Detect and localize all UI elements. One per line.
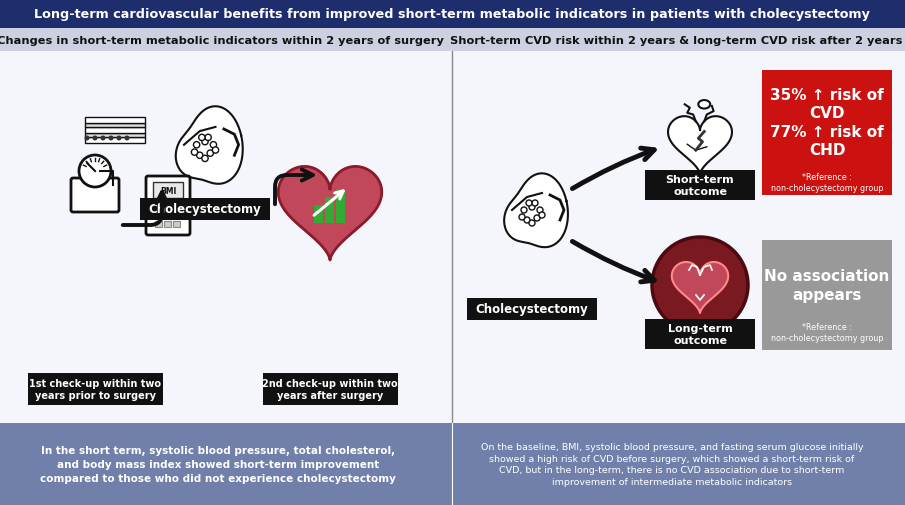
Circle shape (205, 135, 211, 141)
FancyBboxPatch shape (314, 206, 323, 224)
Circle shape (526, 200, 532, 207)
Text: No association
appears: No association appears (765, 269, 890, 302)
Circle shape (521, 208, 527, 214)
Circle shape (117, 136, 121, 141)
FancyBboxPatch shape (28, 373, 163, 405)
FancyBboxPatch shape (85, 124, 145, 128)
Circle shape (207, 150, 214, 157)
FancyBboxPatch shape (140, 198, 270, 221)
FancyBboxPatch shape (173, 214, 180, 220)
Text: *Reference :
non-cholecystectomy group: *Reference : non-cholecystectomy group (771, 323, 883, 342)
Circle shape (79, 156, 111, 188)
FancyBboxPatch shape (173, 206, 180, 212)
Circle shape (84, 136, 90, 141)
FancyBboxPatch shape (263, 373, 398, 405)
Ellipse shape (699, 101, 710, 110)
FancyBboxPatch shape (155, 222, 162, 228)
Circle shape (539, 213, 545, 219)
Circle shape (524, 218, 530, 224)
FancyBboxPatch shape (155, 206, 162, 212)
Polygon shape (504, 174, 568, 248)
FancyBboxPatch shape (85, 118, 145, 124)
FancyBboxPatch shape (0, 30, 452, 423)
Circle shape (92, 136, 98, 141)
Text: Short-term
outcome: Short-term outcome (666, 175, 734, 196)
Circle shape (537, 208, 543, 214)
Circle shape (202, 156, 208, 162)
Polygon shape (278, 167, 382, 261)
Circle shape (519, 215, 525, 221)
FancyBboxPatch shape (85, 128, 145, 134)
Circle shape (194, 142, 200, 148)
FancyBboxPatch shape (645, 319, 755, 349)
Text: BMI: BMI (160, 186, 176, 195)
Polygon shape (668, 117, 732, 175)
Circle shape (529, 221, 535, 227)
FancyBboxPatch shape (762, 240, 892, 350)
FancyBboxPatch shape (71, 179, 119, 213)
Circle shape (213, 147, 219, 154)
Text: Long-term cardiovascular benefits from improved short-term metabolic indicators : Long-term cardiovascular benefits from i… (34, 8, 870, 21)
FancyBboxPatch shape (85, 138, 145, 144)
Text: On the baseline, BMI, systolic blood pressure, and fasting serum glucose initial: On the baseline, BMI, systolic blood pre… (481, 442, 863, 486)
Text: 2nd check-up within two
years after surgery: 2nd check-up within two years after surg… (262, 378, 398, 400)
FancyBboxPatch shape (146, 177, 190, 235)
FancyBboxPatch shape (762, 71, 892, 195)
FancyBboxPatch shape (467, 298, 597, 320)
Text: 1st check-up within two
years prior to surgery: 1st check-up within two years prior to s… (29, 378, 161, 400)
Text: *Reference :
non-cholecystectomy group: *Reference : non-cholecystectomy group (771, 173, 883, 192)
Circle shape (532, 200, 538, 207)
Circle shape (210, 142, 216, 148)
Text: Cholecystectomy: Cholecystectomy (476, 303, 588, 316)
Circle shape (199, 135, 205, 141)
Circle shape (652, 237, 748, 333)
FancyBboxPatch shape (153, 183, 183, 198)
Circle shape (109, 136, 113, 141)
Circle shape (191, 149, 197, 156)
Text: In the short term, systolic blood pressure, total cholesterol,
and body mass ind: In the short term, systolic blood pressu… (40, 445, 396, 483)
FancyBboxPatch shape (452, 30, 905, 423)
FancyBboxPatch shape (173, 222, 180, 228)
Circle shape (125, 136, 129, 141)
Polygon shape (176, 107, 243, 184)
Circle shape (202, 139, 208, 145)
FancyBboxPatch shape (164, 222, 171, 228)
FancyBboxPatch shape (0, 0, 905, 29)
Circle shape (529, 205, 535, 211)
FancyBboxPatch shape (155, 214, 162, 220)
Text: Changes in short-term metabolic indicators within 2 years of surgery: Changes in short-term metabolic indicato… (0, 36, 443, 46)
Text: Long-term
outcome: Long-term outcome (668, 324, 732, 345)
Polygon shape (672, 263, 729, 314)
Text: 35% ↑ risk of
CVD
77% ↑ risk of
CHD: 35% ↑ risk of CVD 77% ↑ risk of CHD (770, 87, 884, 158)
Circle shape (100, 136, 106, 141)
FancyBboxPatch shape (0, 29, 905, 52)
Text: Short-term CVD risk within 2 years & long-term CVD risk after 2 years: Short-term CVD risk within 2 years & lon… (450, 36, 902, 46)
FancyBboxPatch shape (164, 214, 171, 220)
Circle shape (534, 216, 540, 222)
Circle shape (196, 153, 203, 159)
FancyBboxPatch shape (0, 423, 905, 505)
FancyBboxPatch shape (325, 197, 334, 224)
FancyBboxPatch shape (336, 189, 345, 224)
FancyBboxPatch shape (164, 206, 171, 212)
FancyBboxPatch shape (85, 134, 145, 138)
FancyBboxPatch shape (645, 171, 755, 200)
Text: Cholecystectomy: Cholecystectomy (148, 203, 262, 216)
